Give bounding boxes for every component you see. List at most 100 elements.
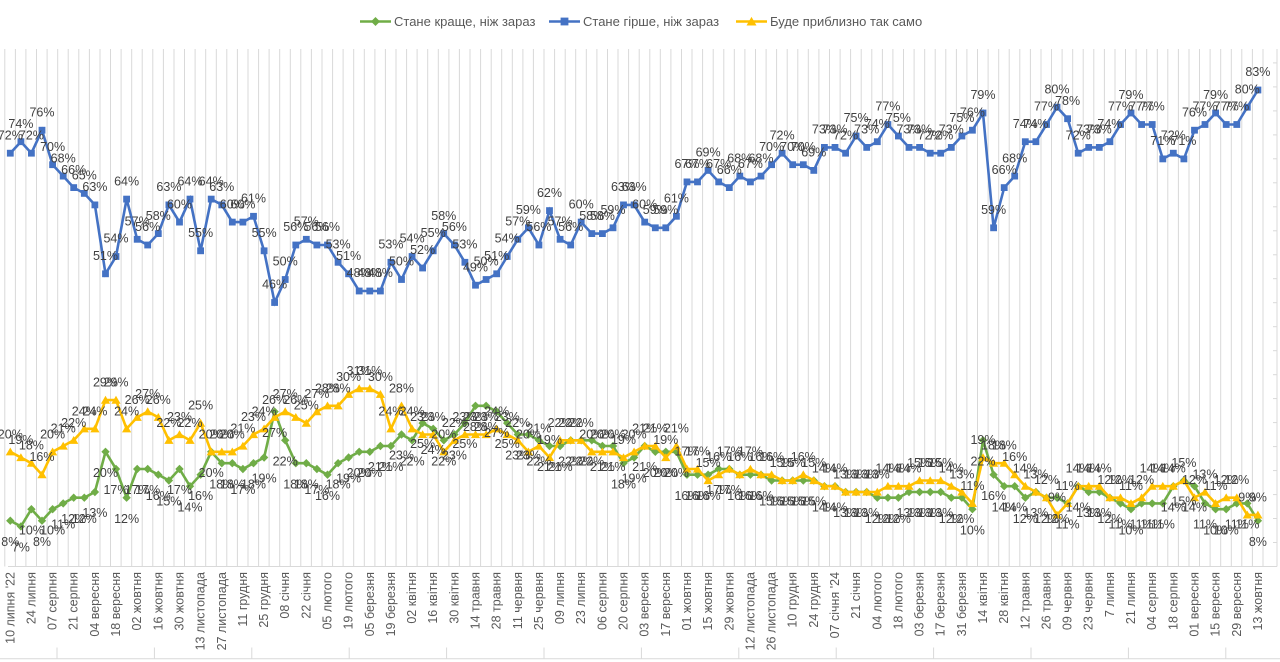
svg-text:16%: 16% — [738, 489, 763, 503]
svg-text:17%: 17% — [103, 483, 128, 497]
svg-text:73%: 73% — [939, 123, 964, 137]
svg-text:22 січня: 22 січня — [299, 572, 313, 619]
svg-text:15%: 15% — [696, 456, 721, 470]
svg-text:48%: 48% — [357, 266, 382, 280]
svg-text:30 квітня: 30 квітня — [447, 572, 461, 624]
svg-text:73%: 73% — [822, 123, 847, 137]
svg-text:18%: 18% — [611, 477, 636, 491]
svg-text:17%: 17% — [717, 445, 742, 459]
svg-text:66%: 66% — [61, 163, 86, 177]
svg-text:23%: 23% — [505, 449, 530, 463]
svg-text:56%: 56% — [442, 220, 467, 234]
svg-text:15%: 15% — [780, 456, 805, 470]
svg-text:53%: 53% — [452, 238, 477, 252]
svg-text:24%: 24% — [484, 404, 509, 418]
svg-text:63%: 63% — [156, 180, 181, 194]
svg-text:64%: 64% — [177, 174, 202, 188]
svg-text:70%: 70% — [40, 140, 65, 154]
svg-text:16%: 16% — [315, 489, 340, 503]
svg-text:25%: 25% — [495, 437, 520, 451]
svg-text:29 вересня: 29 вересня — [1230, 572, 1244, 637]
svg-text:16 квітня: 16 квітня — [426, 572, 440, 624]
svg-text:74%: 74% — [1023, 117, 1048, 131]
svg-text:68%: 68% — [1002, 151, 1027, 165]
svg-text:13%: 13% — [896, 506, 921, 520]
svg-text:23%: 23% — [241, 410, 266, 424]
svg-text:60%: 60% — [569, 197, 594, 211]
svg-text:11%: 11% — [51, 518, 75, 532]
svg-text:14%: 14% — [177, 500, 202, 514]
svg-text:23%: 23% — [389, 449, 414, 463]
svg-text:71%: 71% — [1150, 134, 1175, 148]
svg-text:16%: 16% — [696, 489, 721, 503]
svg-text:58%: 58% — [146, 209, 171, 223]
svg-text:64%: 64% — [114, 174, 139, 188]
svg-text:72%: 72% — [1161, 128, 1186, 142]
svg-text:21%: 21% — [51, 422, 76, 436]
svg-text:01 жовтня: 01 жовтня — [680, 572, 694, 630]
svg-text:20%: 20% — [622, 427, 647, 441]
svg-text:16%: 16% — [981, 489, 1006, 503]
svg-text:76%: 76% — [960, 105, 985, 119]
svg-text:24%: 24% — [252, 404, 277, 418]
svg-text:53%: 53% — [378, 238, 403, 252]
svg-text:18 серпня: 18 серпня — [1166, 572, 1180, 630]
svg-text:18%: 18% — [19, 439, 44, 453]
svg-text:25%: 25% — [452, 437, 477, 451]
svg-text:21%: 21% — [590, 460, 615, 474]
svg-text:10 липня '22: 10 липня '22 — [3, 572, 17, 644]
svg-text:13%: 13% — [844, 506, 869, 520]
svg-text:20%: 20% — [209, 427, 234, 441]
svg-text:54%: 54% — [103, 232, 128, 246]
svg-text:59%: 59% — [643, 203, 668, 217]
svg-text:30%: 30% — [336, 370, 361, 384]
svg-text:53%: 53% — [326, 238, 351, 252]
svg-text:19%: 19% — [653, 433, 678, 447]
svg-text:72%: 72% — [770, 128, 795, 142]
svg-text:11%: 11% — [1108, 518, 1132, 532]
svg-text:46%: 46% — [262, 278, 287, 292]
svg-text:15%: 15% — [918, 456, 943, 470]
svg-text:78%: 78% — [1055, 94, 1080, 108]
svg-text:29 жовтня: 29 жовтня — [722, 572, 736, 630]
svg-text:71%: 71% — [1171, 134, 1196, 148]
svg-text:26 листопада: 26 листопада — [765, 572, 779, 650]
svg-text:22%: 22% — [569, 455, 594, 469]
svg-text:75%: 75% — [949, 111, 974, 125]
svg-text:12%: 12% — [1034, 473, 1059, 487]
svg-text:19%: 19% — [970, 433, 995, 447]
svg-text:72%: 72% — [19, 128, 44, 142]
svg-text:66%: 66% — [717, 163, 742, 177]
svg-text:63%: 63% — [82, 180, 107, 194]
svg-text:60%: 60% — [230, 197, 255, 211]
svg-text:17%: 17% — [125, 483, 150, 497]
svg-text:63%: 63% — [622, 180, 647, 194]
svg-text:20%: 20% — [643, 466, 668, 480]
svg-text:26%: 26% — [262, 393, 287, 407]
svg-text:13%: 13% — [82, 506, 107, 520]
svg-text:17%: 17% — [674, 445, 699, 459]
svg-text:19%: 19% — [8, 433, 33, 447]
svg-text:12%: 12% — [1044, 512, 1069, 526]
svg-text:14%: 14% — [1182, 500, 1207, 514]
svg-text:74%: 74% — [865, 117, 890, 131]
svg-text:02 квітня: 02 квітня — [405, 572, 419, 624]
svg-text:11%: 11% — [1235, 518, 1259, 532]
svg-text:73%: 73% — [1076, 123, 1101, 137]
svg-text:15%: 15% — [1171, 456, 1196, 470]
svg-text:03 вересня: 03 вересня — [638, 572, 652, 637]
svg-text:48%: 48% — [368, 266, 393, 280]
svg-text:16%: 16% — [188, 489, 213, 503]
svg-text:76%: 76% — [1182, 105, 1207, 119]
svg-text:56%: 56% — [558, 220, 583, 234]
svg-text:61%: 61% — [241, 192, 266, 206]
svg-text:14%: 14% — [1150, 462, 1175, 476]
svg-text:07 серпня: 07 серпня — [46, 572, 60, 630]
svg-text:74%: 74% — [8, 117, 33, 131]
svg-text:10%: 10% — [1214, 523, 1239, 537]
svg-text:20%: 20% — [357, 466, 382, 480]
svg-text:67%: 67% — [738, 157, 763, 171]
svg-text:22%: 22% — [505, 416, 530, 430]
svg-text:73%: 73% — [854, 123, 879, 137]
svg-text:17%: 17% — [230, 483, 255, 497]
